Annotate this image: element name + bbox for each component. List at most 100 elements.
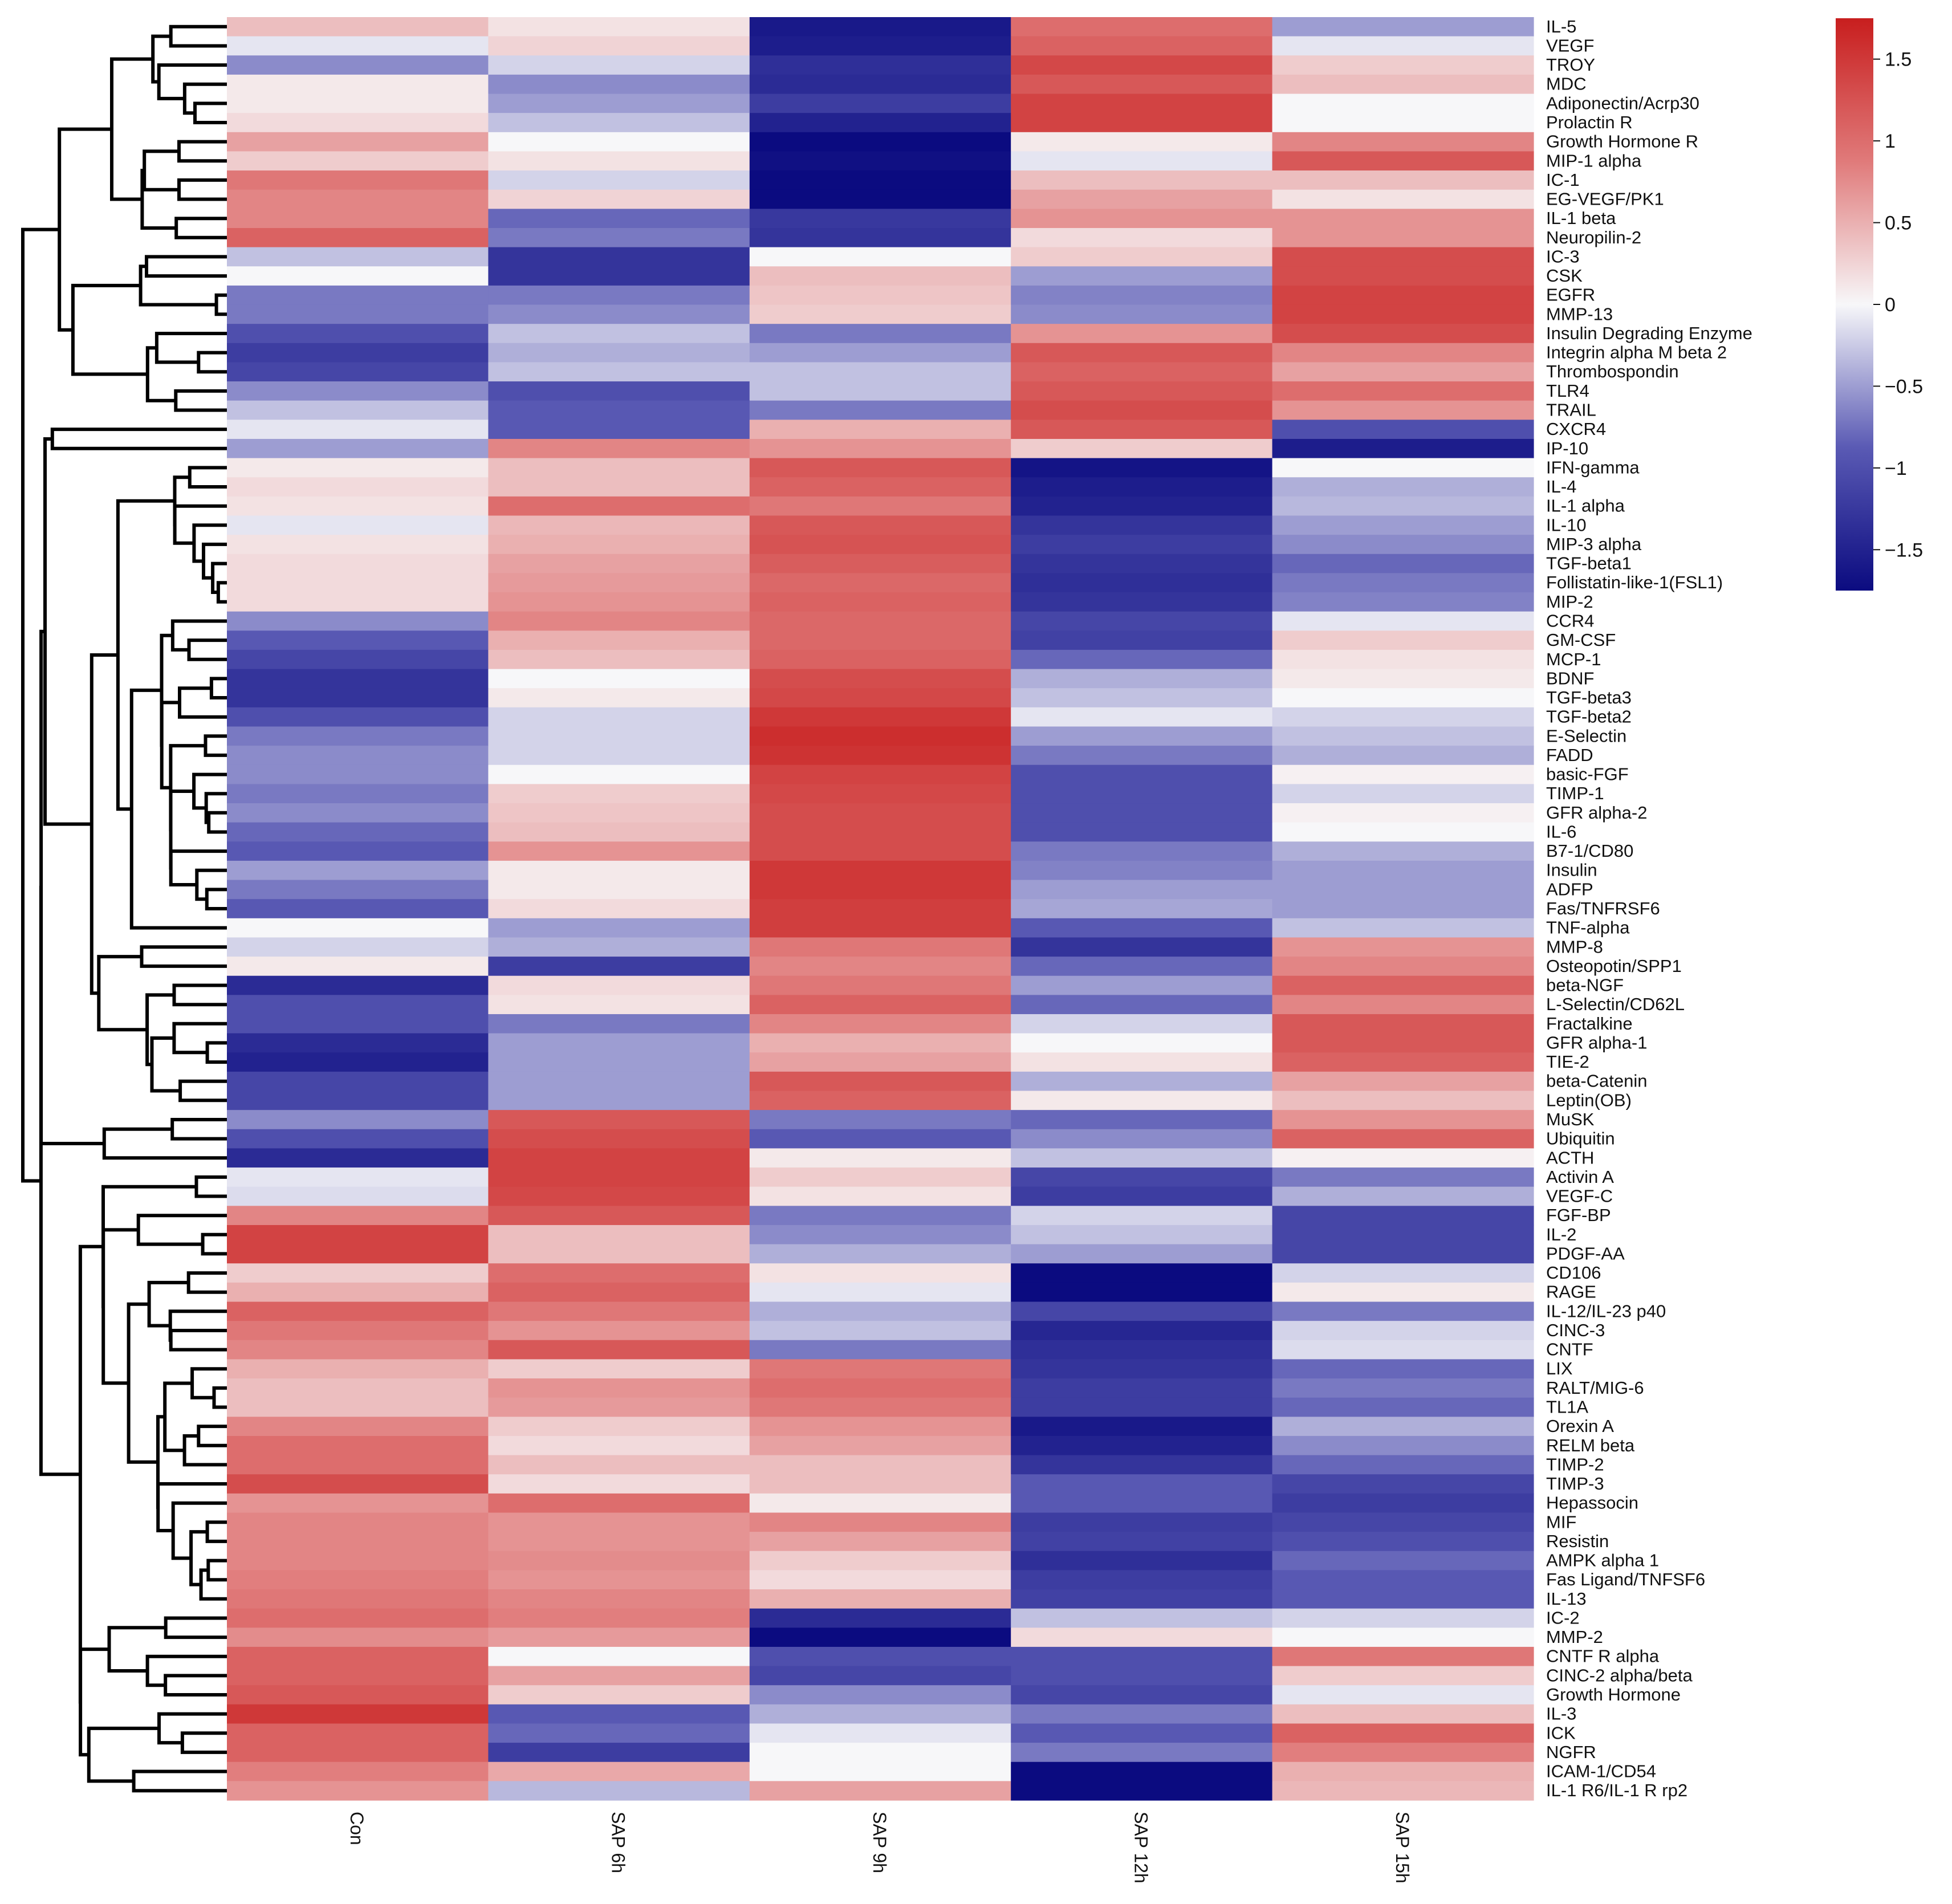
row-label: IL-10 <box>1546 515 1587 535</box>
heatmap-cell <box>1272 1033 1534 1053</box>
heatmap-cell <box>749 1321 1011 1341</box>
heatmap-cell <box>749 1340 1011 1360</box>
heatmap-cell <box>1011 1435 1273 1456</box>
heatmap-cell <box>488 764 750 784</box>
heatmap-cell <box>1272 611 1534 631</box>
heatmap-cell <box>1011 649 1273 670</box>
heatmap-cell <box>1011 937 1273 957</box>
heatmap-cell <box>1011 1033 1273 1053</box>
heatmap-cell <box>749 400 1011 420</box>
heatmap-cell <box>1011 1685 1273 1705</box>
heatmap-cell <box>749 726 1011 746</box>
column-labels: Con SAP 6h SAP 9h SAP 12h SAP 15h <box>347 1812 1413 1883</box>
heatmap-cell <box>488 381 750 401</box>
heatmap-cell <box>227 285 489 306</box>
row-label: MMP-8 <box>1546 937 1603 957</box>
heatmap-cell <box>1272 1666 1534 1686</box>
colorbar-tick-label: 1.5 <box>1885 49 1912 71</box>
heatmap-cell <box>488 496 750 516</box>
heatmap-cell <box>1272 74 1534 95</box>
row-label: Integrin alpha M beta 2 <box>1546 343 1727 363</box>
heatmap-cell <box>749 688 1011 708</box>
column-label: SAP 6h <box>608 1812 629 1873</box>
heatmap-cell <box>1011 1301 1273 1321</box>
heatmap-cell <box>749 1186 1011 1206</box>
heatmap-cell <box>749 1512 1011 1532</box>
heatmap-cell <box>749 1224 1011 1245</box>
heatmap-cell <box>1011 438 1273 459</box>
heatmap-cell <box>749 17 1011 37</box>
heatmap-cell <box>227 1129 489 1149</box>
heatmap-cell <box>488 1359 750 1379</box>
heatmap-cell <box>1272 209 1534 229</box>
heatmap-cell <box>749 1014 1011 1034</box>
heatmap-cell <box>488 649 750 670</box>
heatmap-cell <box>1011 975 1273 995</box>
heatmap-cell <box>1011 74 1273 95</box>
row-label: RAGE <box>1546 1282 1596 1302</box>
heatmap-cell <box>1272 726 1534 746</box>
row-label: MCP-1 <box>1546 649 1601 669</box>
heatmap-cell <box>488 1014 750 1034</box>
heatmap-cell <box>1011 400 1273 420</box>
heatmap-cell <box>749 1052 1011 1072</box>
heatmap-cell <box>1011 496 1273 516</box>
row-label: IL-2 <box>1546 1224 1576 1244</box>
heatmap-cell <box>488 554 750 573</box>
heatmap-cell <box>749 669 1011 689</box>
heatmap-cell <box>488 1417 750 1437</box>
row-label: Insulin Degrading Enzyme <box>1546 323 1752 343</box>
heatmap-cell <box>749 995 1011 1015</box>
heatmap-cell <box>1272 1359 1534 1379</box>
heatmap-cell <box>1272 285 1534 306</box>
heatmap-cell <box>749 957 1011 977</box>
heatmap-cell <box>488 860 750 881</box>
heatmap-cell <box>1272 841 1534 861</box>
heatmap-cell <box>1272 918 1534 938</box>
heatmap-cell <box>488 975 750 995</box>
heatmap-cell <box>488 285 750 306</box>
heatmap-cell <box>488 1397 750 1417</box>
heatmap-cell <box>227 611 489 631</box>
row-label: IFN-gamma <box>1546 457 1640 477</box>
heatmap-cell <box>227 1167 489 1187</box>
heatmap-cell <box>1272 420 1534 440</box>
heatmap-cell <box>1272 343 1534 363</box>
heatmap-cell <box>488 1666 750 1686</box>
row-label: ADFP <box>1546 879 1593 899</box>
row-label: Resistin <box>1546 1531 1609 1551</box>
heatmap-cell <box>749 1608 1011 1628</box>
heatmap-cell <box>1272 822 1534 842</box>
heatmap-cell <box>749 592 1011 612</box>
row-label: CNTF <box>1546 1340 1593 1360</box>
heatmap-cell <box>749 93 1011 113</box>
heatmap-cell <box>749 1628 1011 1647</box>
heatmap-cell <box>1011 1397 1273 1417</box>
heatmap-cell <box>1272 1474 1534 1494</box>
colorbar-tick-label: −1.5 <box>1885 539 1923 561</box>
heatmap-cell <box>1011 1551 1273 1571</box>
heatmap-cell <box>749 1129 1011 1149</box>
heatmap-cell <box>227 880 489 900</box>
heatmap-cell <box>749 420 1011 440</box>
row-label: ICK <box>1546 1723 1576 1743</box>
heatmap-cell <box>1272 535 1534 555</box>
heatmap-cell <box>227 266 489 286</box>
heatmap-cell <box>227 1512 489 1532</box>
heatmap-cell <box>1272 649 1534 670</box>
row-label: beta-NGF <box>1546 975 1624 995</box>
heatmap-cell <box>1272 1167 1534 1187</box>
heatmap-cell <box>227 841 489 861</box>
row-label: VEGF-C <box>1546 1186 1613 1206</box>
heatmap-cell <box>1011 209 1273 229</box>
heatmap-cell <box>488 1091 750 1110</box>
heatmap-cell <box>749 343 1011 363</box>
heatmap-cell <box>227 1186 489 1206</box>
heatmap-cell <box>488 1608 750 1628</box>
heatmap-cell <box>749 1378 1011 1398</box>
heatmap-cell <box>1011 1743 1273 1763</box>
heatmap-cell <box>227 822 489 842</box>
heatmap-cell <box>227 1110 489 1130</box>
heatmap-cell <box>227 1532 489 1552</box>
heatmap-cell <box>1272 247 1534 267</box>
